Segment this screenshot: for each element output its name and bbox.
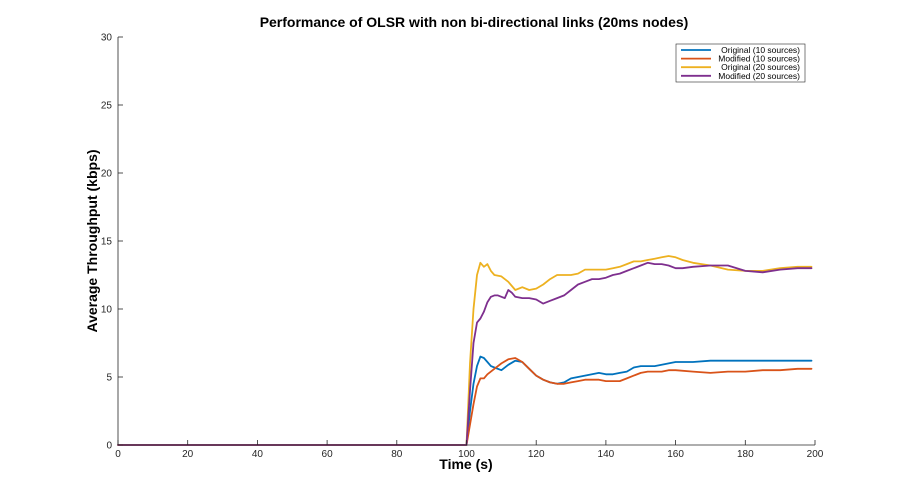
x-tick-label: 160 xyxy=(667,449,684,460)
plot-area: 0 20 40 60 80 100 120 140 160 180 200 0 5 10 15 20 25 30 xyxy=(101,33,824,461)
y-tick-label: 10 xyxy=(101,305,113,316)
x-axis-label: Time (s) xyxy=(439,456,492,472)
series-line-2 xyxy=(117,357,813,446)
legend-label: Original (20 sources) xyxy=(721,62,800,72)
x-tick-label: 40 xyxy=(252,449,264,460)
x-ticks: 0 20 40 60 80 100 120 140 160 180 200 xyxy=(115,440,824,460)
series-group xyxy=(117,255,813,446)
y-tick-label: 25 xyxy=(101,101,113,112)
y-tick-label: 15 xyxy=(101,237,113,248)
y-ticks: 0 5 10 15 20 25 30 xyxy=(101,33,123,452)
x-tick-label: 140 xyxy=(598,449,615,460)
chart-title: Performance of OLSR with non bi-directio… xyxy=(260,14,689,30)
legend-label: Modified (10 sources) xyxy=(718,54,800,64)
x-tick-label: 80 xyxy=(391,449,403,460)
legend-label: Original (10 sources) xyxy=(721,45,800,55)
series-line-3 xyxy=(117,255,813,446)
x-tick-label: 0 xyxy=(115,449,121,460)
y-tick-label: 30 xyxy=(101,33,113,44)
series-line-4 xyxy=(117,261,813,446)
x-tick-label: 120 xyxy=(528,449,545,460)
y-tick-label: 5 xyxy=(106,373,112,384)
x-tick-label: 60 xyxy=(322,449,334,460)
x-tick-label: 100 xyxy=(458,449,475,460)
series-line-1 xyxy=(117,355,813,446)
legend: Original (10 sources)Modified (10 source… xyxy=(675,43,806,83)
y-tick-label: 20 xyxy=(101,169,113,180)
x-tick-label: 200 xyxy=(807,449,824,460)
x-tick-label: 20 xyxy=(182,449,194,460)
x-tick-label: 180 xyxy=(737,449,754,460)
legend-label: Modified (20 sources) xyxy=(718,71,800,81)
y-axis-label: Average Throughput (kbps) xyxy=(84,149,100,332)
y-tick-label: 0 xyxy=(106,441,112,452)
legend-items: Original (10 sources)Modified (10 source… xyxy=(681,45,800,81)
